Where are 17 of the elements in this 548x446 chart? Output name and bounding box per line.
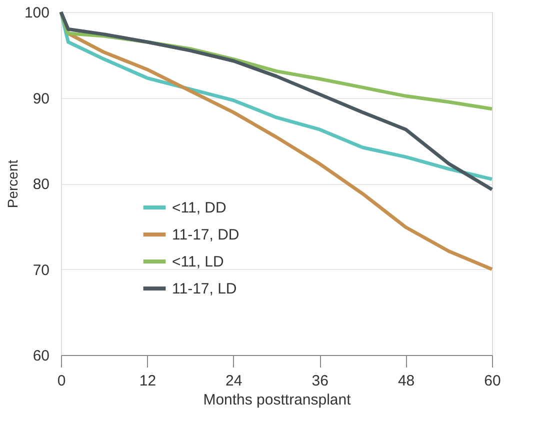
x-tick-label: 0: [57, 372, 66, 390]
x-tick-label: 12: [139, 372, 156, 390]
legend-label: 11-17, DD: [172, 226, 240, 244]
legend-label: <11, DD: [172, 200, 226, 216]
y-tick-label: 80: [32, 176, 50, 193]
x-tick-label: 60: [484, 372, 501, 390]
y-tick-label: 60: [32, 348, 50, 364]
x-tick-label: 48: [398, 372, 415, 390]
y-tick-label: 100: [24, 4, 50, 22]
y-tick-label: 70: [32, 262, 50, 279]
x-axis-title: Months posttransplant: [203, 392, 352, 408]
x-tick-label: 24: [226, 372, 242, 390]
legend-label: <11, LD: [172, 254, 224, 270]
x-tick-label: 36: [312, 372, 328, 390]
y-tick-label: 90: [32, 90, 50, 108]
legend-label: 11-17, LD: [172, 280, 237, 298]
y-axis-title: Percent: [4, 160, 20, 208]
